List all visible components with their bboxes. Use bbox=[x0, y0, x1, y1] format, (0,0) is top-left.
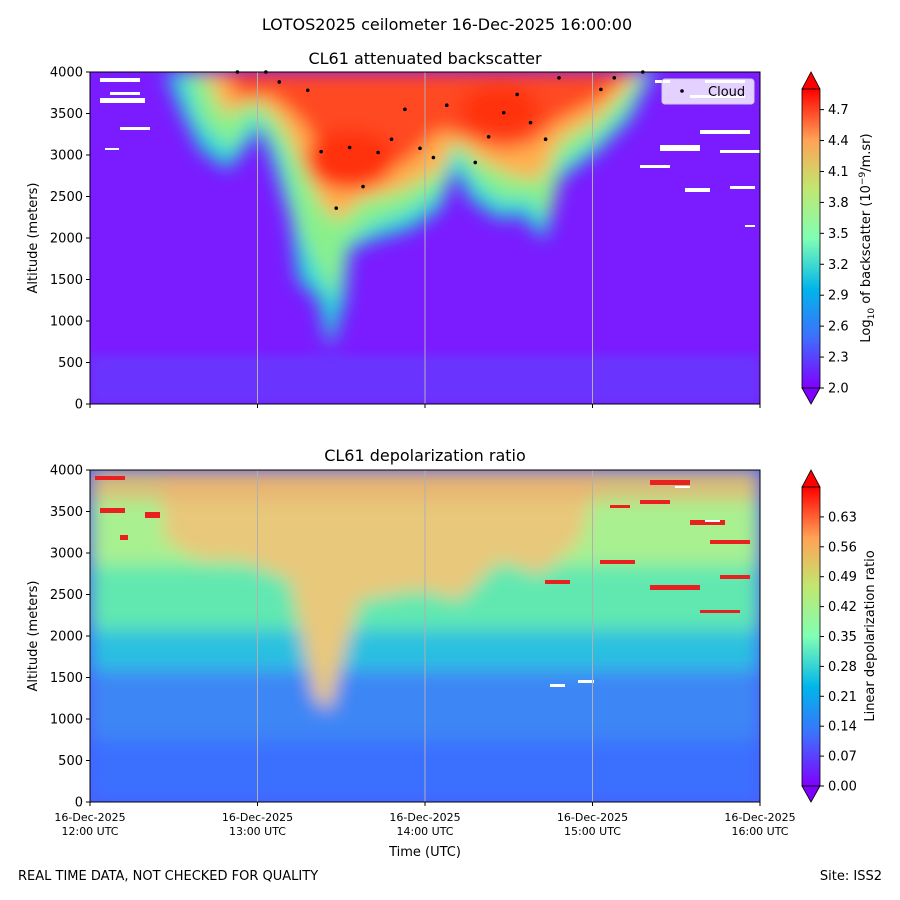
colorbar-tick-label: 0.42 bbox=[828, 600, 857, 615]
x-tick-time: 12:00 UTC bbox=[61, 825, 118, 838]
colorbar-tick-label: 3.2 bbox=[828, 258, 849, 273]
x-tick-time: 13:00 UTC bbox=[229, 825, 286, 838]
y-tick-label: 2500 bbox=[50, 588, 83, 603]
cloud-legend: Cloud bbox=[661, 78, 755, 105]
colorbar-tick-label: 0.35 bbox=[828, 630, 857, 645]
quality-disclaimer: REAL TIME DATA, NOT CHECKED FOR QUALITY bbox=[18, 869, 319, 884]
colorbar-tick-label: 3.5 bbox=[828, 227, 849, 242]
backscatter-ylabel: Altitude (meters) bbox=[26, 183, 41, 294]
x-tick-date: 16-Dec-2025 bbox=[389, 811, 460, 824]
y-tick-label: 500 bbox=[58, 754, 83, 769]
cloud-point bbox=[334, 206, 339, 210]
cloud-point bbox=[319, 149, 323, 154]
colorbar-tick-label: 0.63 bbox=[828, 510, 857, 525]
y-tick-label: 0 bbox=[75, 796, 83, 811]
y-tick-label: 4000 bbox=[50, 464, 83, 479]
y-tick-label: 1000 bbox=[50, 315, 83, 330]
cloud-point bbox=[389, 137, 394, 142]
colorbar-tick-label: 2.6 bbox=[828, 320, 849, 335]
y-tick-label: 1000 bbox=[50, 713, 83, 728]
backscatter-panel: CL61 attenuated backscatter bbox=[26, 49, 877, 413]
y-tick-label: 2000 bbox=[50, 630, 83, 645]
colorbar-tick-label: 3.8 bbox=[828, 196, 849, 211]
x-tick-time: 16:00 UTC bbox=[731, 825, 788, 838]
depolarization-colorbar-ticks: 0.00 0.07 0.14 0.21 0.28 0.35 0.42 0.49 0.56 0.63 bbox=[820, 510, 857, 795]
y-tick-label: 0 bbox=[75, 398, 83, 413]
y-tick-label: 1500 bbox=[50, 273, 83, 288]
depolarization-colorbar: 0.00 0.07 0.14 0.21 0.28 0.35 0.42 0.49 0.56 0.63… bbox=[801, 469, 878, 803]
cloud-point bbox=[501, 110, 506, 115]
x-tick-date: 16-Dec-2025 bbox=[724, 811, 795, 824]
cloud-point bbox=[305, 88, 310, 93]
cloud-points bbox=[235, 70, 645, 210]
colorbar-tick-label: 2.0 bbox=[828, 382, 849, 397]
figure-suptitle: LOTOS2025 ceilometer 16-Dec-2025 16:00:0… bbox=[262, 15, 632, 34]
depolarization-y-axis: 0 500 1000 1500 2000 2500 3000 3500 4000 bbox=[50, 464, 90, 811]
y-tick-label: 3500 bbox=[50, 505, 83, 520]
cloud-point bbox=[403, 107, 407, 112]
backscatter-colorbar: 2.0 2.3 2.6 2.9 3.2 3.5 3.8 4.1 4.4 4.7 Log10 of … bbox=[801, 71, 877, 405]
colorbar-tick-label: 0.28 bbox=[828, 660, 857, 675]
cloud-point bbox=[543, 137, 548, 142]
colorbar-tick-label: 0.56 bbox=[828, 540, 857, 555]
depolarization-speckles bbox=[95, 476, 750, 613]
cloud-legend-label: Cloud bbox=[708, 85, 745, 100]
depolarization-no-data bbox=[550, 486, 720, 687]
cloud-point bbox=[361, 184, 365, 189]
y-tick-label: 3000 bbox=[50, 149, 83, 164]
colorbar-tick-label: 0.49 bbox=[828, 570, 857, 585]
cloud-point bbox=[486, 134, 491, 139]
backscatter-colorbar-label: Log10 of backscatter (10−9/m.sr) bbox=[858, 133, 877, 342]
y-tick-label: 1500 bbox=[50, 671, 83, 686]
y-tick-label: 2000 bbox=[50, 232, 83, 247]
backscatter-y-axis: 0 500 1000 1500 2000 2500 3000 3500 4000 bbox=[50, 66, 90, 413]
colorbar-tick-label: 4.4 bbox=[828, 134, 849, 149]
cloud-point bbox=[277, 80, 282, 84]
depolarization-grid bbox=[257, 470, 593, 802]
cloud-point bbox=[431, 155, 436, 160]
colorbar-tick-label: 2.9 bbox=[828, 289, 849, 304]
x-tick-time: 15:00 UTC bbox=[564, 825, 621, 838]
depolarization-colorbar-label: Linear depolarization ratio bbox=[863, 550, 878, 721]
colorbar-tick-label: 4.1 bbox=[828, 165, 849, 180]
cloud-point bbox=[515, 92, 519, 97]
depolarization-ylabel: Altitude (meters) bbox=[26, 581, 41, 692]
x-tick-date: 16-Dec-2025 bbox=[222, 811, 293, 824]
cloud-legend-marker bbox=[680, 89, 684, 93]
y-tick-label: 3500 bbox=[50, 107, 83, 122]
y-tick-label: 2500 bbox=[50, 190, 83, 205]
cloud-point bbox=[376, 150, 380, 155]
colorbar-tick-label: 4.7 bbox=[828, 103, 849, 118]
backscatter-colorbar-ticks: 2.0 2.3 2.6 2.9 3.2 3.5 3.8 4.1 4.4 4.7 bbox=[820, 103, 849, 397]
depolarization-xlabel: Time (UTC) bbox=[388, 845, 461, 860]
backscatter-title: CL61 attenuated backscatter bbox=[308, 49, 542, 68]
cloud-point bbox=[473, 160, 478, 165]
cloud-point bbox=[444, 103, 449, 107]
y-tick-label: 500 bbox=[58, 356, 83, 371]
colorbar-tick-label: 0.21 bbox=[828, 690, 857, 705]
colorbar-tick-label: 2.3 bbox=[828, 351, 849, 366]
x-tick-date: 16-Dec-2025 bbox=[557, 811, 628, 824]
backscatter-grid bbox=[257, 72, 593, 404]
colorbar-tick-label: 0.14 bbox=[828, 720, 857, 735]
x-tick-date: 16-Dec-2025 bbox=[54, 811, 125, 824]
colorbar-tick-label: 0.07 bbox=[828, 750, 857, 765]
cloud-point bbox=[528, 120, 533, 125]
cloud-point bbox=[347, 145, 352, 150]
cloud-point bbox=[418, 146, 422, 151]
y-tick-label: 4000 bbox=[50, 66, 83, 81]
backscatter-x-ticks bbox=[89, 404, 761, 408]
cloud-point bbox=[557, 76, 561, 80]
y-tick-label: 3000 bbox=[50, 547, 83, 562]
depolarization-title: CL61 depolarization ratio bbox=[324, 446, 526, 465]
cloud-point bbox=[612, 76, 617, 80]
depolarization-panel: CL61 depolarization ratio bbox=[26, 446, 878, 860]
site-label: Site: ISS2 bbox=[819, 869, 882, 884]
x-tick-time: 14:00 UTC bbox=[396, 825, 453, 838]
cloud-point bbox=[599, 87, 603, 92]
colorbar-tick-label: 0.00 bbox=[828, 780, 857, 795]
